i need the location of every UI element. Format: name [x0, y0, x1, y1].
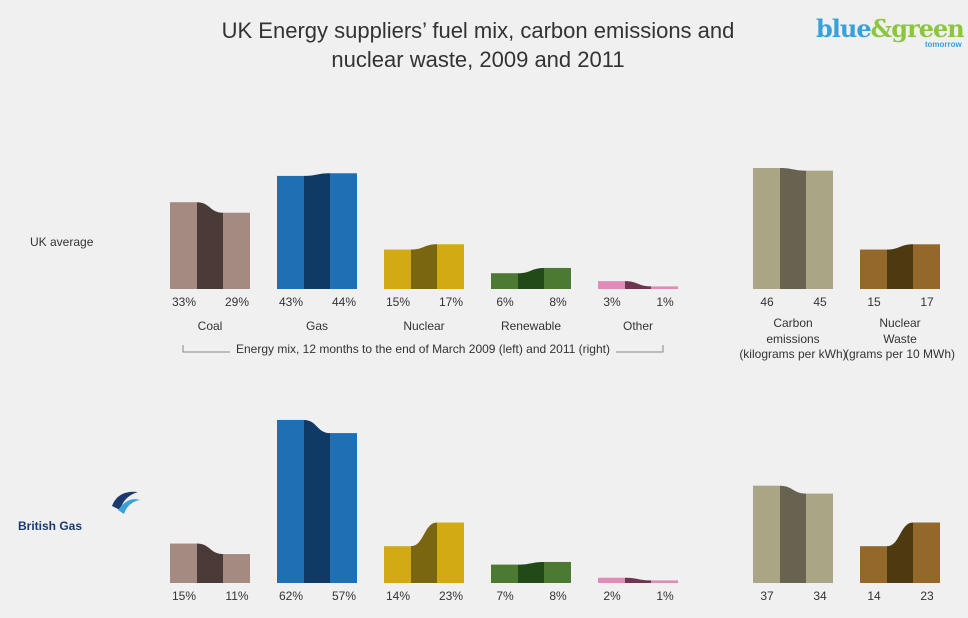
transition	[518, 561, 544, 583]
bar	[437, 522, 464, 583]
value-label: 6%	[496, 295, 514, 309]
measure-unit: (kilograms per kWh)	[739, 347, 846, 361]
caption-bg	[230, 342, 616, 357]
bar	[544, 267, 571, 289]
bar	[598, 281, 625, 289]
transition	[518, 267, 544, 289]
bar	[330, 433, 357, 583]
row-label: UK average	[30, 235, 94, 249]
bar	[223, 212, 250, 289]
bar	[860, 249, 887, 289]
category-label: Renewable	[501, 319, 561, 333]
category-label: Nuclear	[403, 319, 444, 333]
bar	[491, 273, 518, 289]
bar	[491, 564, 518, 583]
value-label: 3%	[603, 295, 621, 309]
value-label: 17%	[439, 295, 463, 309]
category-label: Coal	[198, 319, 223, 333]
value-label: 23%	[439, 589, 463, 603]
value-label: 37	[760, 589, 774, 603]
transition	[411, 244, 437, 289]
bar	[860, 546, 887, 583]
transition	[625, 281, 651, 289]
bar	[277, 419, 304, 583]
bar	[598, 577, 625, 583]
transition	[411, 522, 437, 583]
category-label: Gas	[306, 319, 328, 333]
measure-label: Nuclear Waste	[879, 316, 920, 346]
caption: Energy mix, 12 months to the end of Marc…	[236, 342, 610, 356]
bar	[806, 493, 833, 583]
value-label: 57%	[332, 589, 356, 603]
logo-text: blue	[816, 14, 872, 43]
bar	[544, 561, 571, 583]
bar	[384, 249, 411, 289]
value-label: 44%	[332, 295, 356, 309]
logo: blue&green tomorrow	[816, 14, 965, 49]
bar	[753, 168, 780, 289]
value-label: 33%	[172, 295, 196, 309]
value-label: 45	[813, 295, 827, 309]
value-label: 15	[867, 295, 881, 309]
value-label: 15%	[386, 295, 410, 309]
logo-text: &green	[870, 14, 965, 43]
value-label: 14%	[386, 589, 410, 603]
value-label: 1%	[656, 589, 674, 603]
logo-text: tomorrow	[924, 40, 962, 49]
value-label: 8%	[549, 589, 567, 603]
measure-unit: (grams per 10 MWh)	[845, 347, 955, 361]
value-label: 34	[813, 589, 827, 603]
value-label: 14	[867, 589, 881, 603]
value-label: 17	[920, 295, 934, 309]
category-label: Other	[623, 319, 653, 333]
value-label: 46	[760, 295, 774, 309]
transition	[887, 244, 913, 289]
value-label: 11%	[225, 589, 248, 603]
transition	[625, 577, 651, 583]
bar	[753, 485, 780, 583]
measure-label: Carbon emissions	[766, 316, 819, 346]
bar	[170, 543, 197, 583]
logo-icon	[118, 499, 140, 514]
value-label: 23	[920, 589, 934, 603]
value-label: 43%	[279, 295, 303, 309]
transition	[780, 168, 806, 289]
bar	[170, 202, 197, 289]
value-label: 15%	[172, 589, 196, 603]
value-label: 8%	[549, 295, 567, 309]
value-label: 62%	[279, 589, 303, 603]
bar	[913, 522, 940, 583]
bar	[651, 580, 678, 583]
transition	[197, 202, 223, 289]
value-label: 2%	[603, 589, 621, 603]
bar	[913, 244, 940, 289]
transition	[304, 419, 330, 583]
value-label: 1%	[656, 295, 674, 309]
bar	[806, 170, 833, 289]
transition	[197, 543, 223, 583]
value-label: 7%	[496, 589, 514, 603]
bar	[437, 244, 464, 289]
chart-title: UK Energy suppliers’ fuel mix, carbon em…	[221, 18, 735, 72]
transition	[304, 173, 330, 289]
value-label: 29%	[225, 295, 249, 309]
transition	[780, 485, 806, 583]
transition	[887, 522, 913, 583]
logo-icon	[112, 491, 138, 510]
bar	[651, 286, 678, 289]
row-label: British Gas	[18, 519, 82, 533]
bar	[223, 554, 250, 583]
bar	[330, 173, 357, 289]
bar	[384, 546, 411, 583]
bar	[277, 175, 304, 289]
